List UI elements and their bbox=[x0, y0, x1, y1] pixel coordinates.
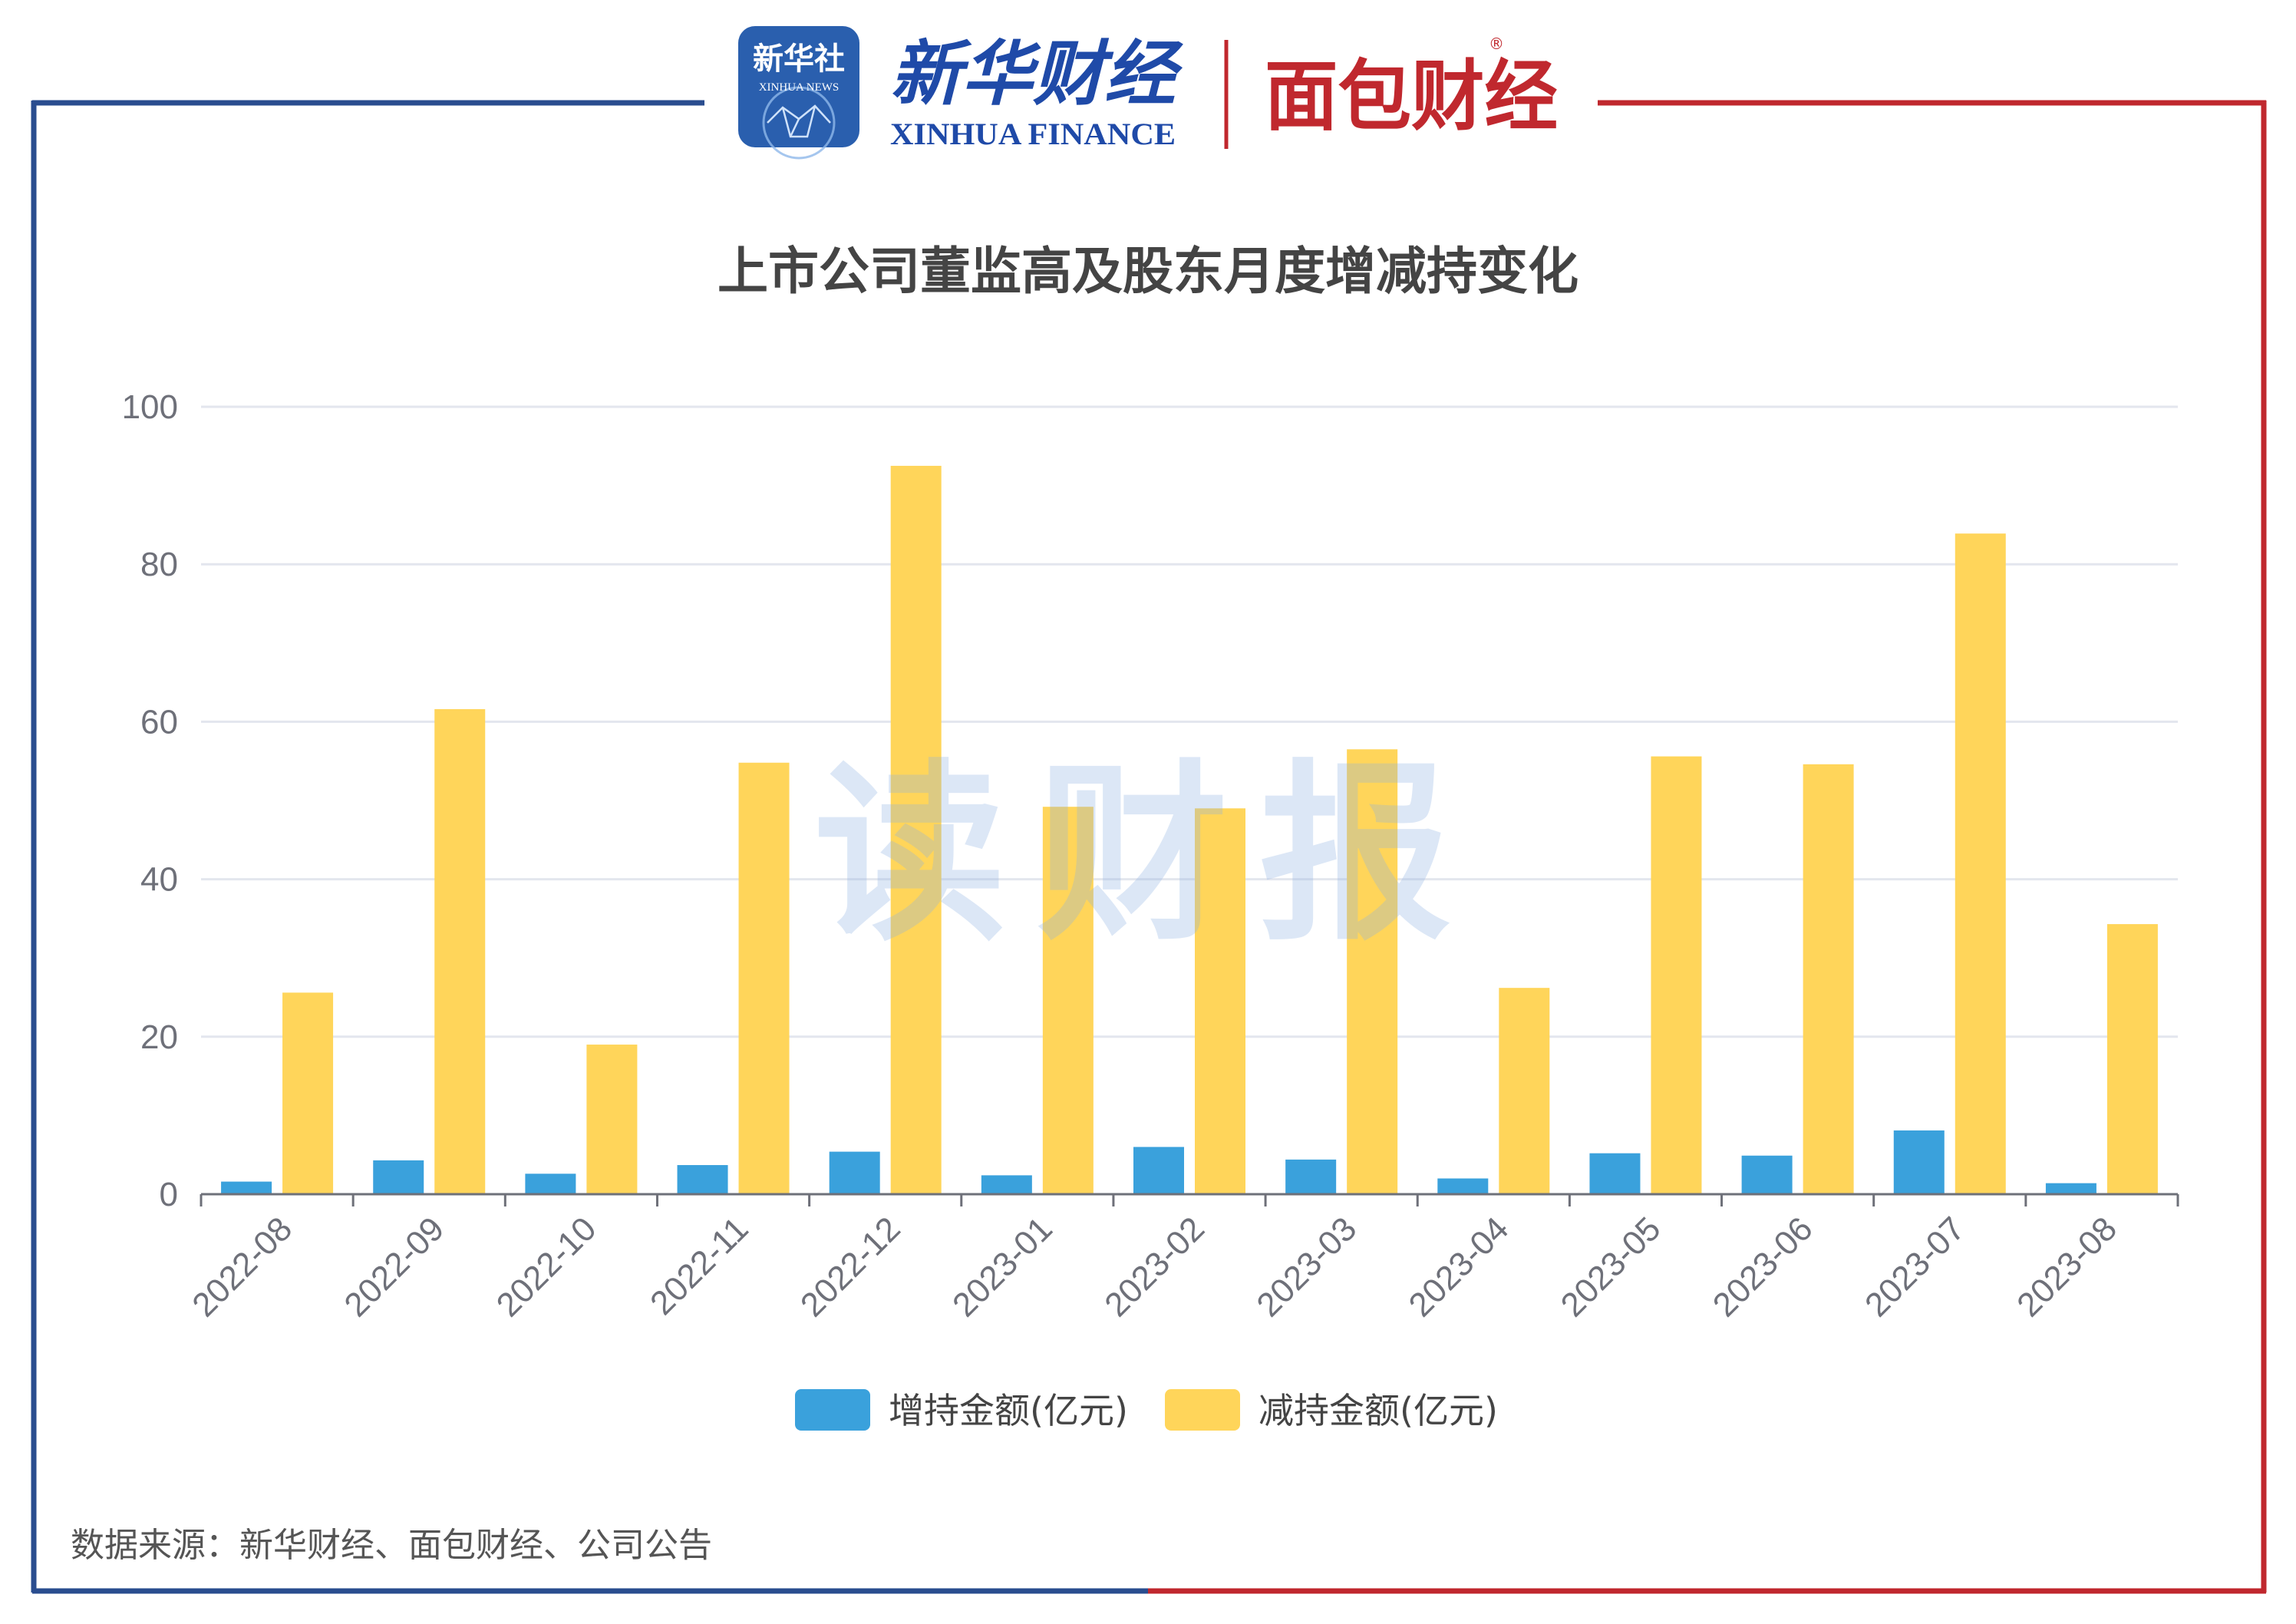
bar-increase bbox=[1133, 1147, 1184, 1194]
y-tick-label: 100 bbox=[122, 388, 178, 426]
bar-decrease bbox=[586, 1045, 638, 1194]
chart-title: 上市公司董监高及股东月度增减持变化 bbox=[718, 242, 1578, 301]
bar-increase bbox=[1285, 1159, 1337, 1194]
bar-increase bbox=[525, 1173, 576, 1194]
frame-border bbox=[31, 100, 2267, 1594]
x-tick-label: 2023-02 bbox=[1097, 1210, 1212, 1324]
x-tick-label: 2022-09 bbox=[337, 1210, 451, 1324]
x-tick-label: 2022-10 bbox=[490, 1210, 604, 1324]
y-axis-ticks: 0 20 40 60 80 100 bbox=[122, 388, 178, 1213]
x-tick-label: 2023-07 bbox=[1858, 1210, 1972, 1324]
bar-increase bbox=[1589, 1153, 1641, 1194]
bar-increase bbox=[1741, 1155, 1793, 1194]
bar-increase bbox=[373, 1160, 424, 1194]
legend: 增持金额(亿元) 减持金额(亿元) bbox=[795, 1389, 1498, 1431]
legend-label-increase: 增持金额(亿元) bbox=[889, 1390, 1128, 1431]
source-note: 数据来源：新华财经、面包财经、公司公告 bbox=[71, 1526, 712, 1565]
mianbao-logo-text: 面包财经 bbox=[1265, 51, 1558, 141]
bar-decrease bbox=[1042, 807, 1094, 1194]
bar-increase bbox=[2045, 1183, 2096, 1194]
legend-label-decrease: 减持金额(亿元) bbox=[1259, 1390, 1498, 1431]
x-tick-label: 2023-04 bbox=[1402, 1210, 1516, 1324]
bar-decrease bbox=[1499, 988, 1550, 1194]
bar-decrease bbox=[1803, 764, 1854, 1194]
x-tick-label: 2023-06 bbox=[1706, 1210, 1820, 1324]
bar-increase bbox=[829, 1151, 880, 1194]
bars bbox=[221, 465, 2158, 1194]
globe-icon bbox=[762, 86, 836, 160]
bar-decrease bbox=[2106, 924, 2158, 1194]
badge-label: 新华社 bbox=[753, 41, 845, 77]
globe-network-icon bbox=[767, 104, 831, 138]
xinhua-news-badge: 新华社 XINHUA NEWS bbox=[738, 26, 859, 160]
bar-decrease bbox=[1955, 533, 2006, 1194]
y-tick-label: 40 bbox=[140, 861, 178, 899]
bar-decrease bbox=[890, 465, 942, 1194]
bar-decrease bbox=[738, 762, 790, 1194]
bar-increase bbox=[1893, 1130, 1945, 1194]
bar-increase bbox=[677, 1165, 728, 1194]
bar-increase bbox=[1437, 1178, 1489, 1194]
bar-increase bbox=[221, 1181, 272, 1194]
x-tick-label: 2023-08 bbox=[2010, 1210, 2124, 1324]
header-logos: 新华社 XINHUA NEWS 新华财经 XINHUA FINANCE 面包财经… bbox=[738, 26, 1558, 160]
y-tick-label: 0 bbox=[160, 1176, 178, 1213]
x-tick-label: 2023-05 bbox=[1554, 1210, 1668, 1324]
bar-decrease bbox=[434, 708, 486, 1194]
x-tick-label: 2023-03 bbox=[1249, 1210, 1364, 1324]
y-tick-label: 20 bbox=[140, 1018, 178, 1056]
x-axis-labels: 2022-08 2022-09 2022-10 2022-11 2022-12 2023-… bbox=[185, 1210, 2124, 1324]
x-tick-label: 2023-01 bbox=[945, 1210, 1060, 1324]
x-tick-label: 2022-11 bbox=[643, 1210, 756, 1322]
watermark: 读财报 bbox=[814, 743, 1482, 966]
y-tick-label: 80 bbox=[140, 546, 178, 583]
bar-decrease bbox=[1347, 749, 1398, 1194]
legend-swatch-increase bbox=[795, 1389, 870, 1431]
xinhua-finance-logo: 新华财经 XINHUA FINANCE bbox=[890, 32, 1183, 151]
xinhua-finance-en: XINHUA FINANCE bbox=[890, 117, 1176, 151]
y-tick-label: 60 bbox=[140, 703, 178, 741]
bar-decrease bbox=[282, 992, 334, 1194]
xinhua-finance-cn: 新华财经 bbox=[890, 32, 1183, 115]
badge-sublabel: XINHUA NEWS bbox=[759, 81, 840, 94]
x-tick-label: 2022-08 bbox=[185, 1210, 299, 1324]
registered-mark: ® bbox=[1489, 35, 1504, 53]
x-axis bbox=[200, 1193, 2179, 1206]
legend-swatch-decrease bbox=[1165, 1389, 1240, 1431]
bar-increase bbox=[981, 1175, 1032, 1194]
mianbao-finance-logo: 面包财经 ® bbox=[1265, 35, 1558, 141]
x-tick-label: 2022-12 bbox=[793, 1210, 908, 1324]
bar-decrease bbox=[1195, 808, 1245, 1194]
bar-decrease bbox=[1651, 756, 1702, 1194]
